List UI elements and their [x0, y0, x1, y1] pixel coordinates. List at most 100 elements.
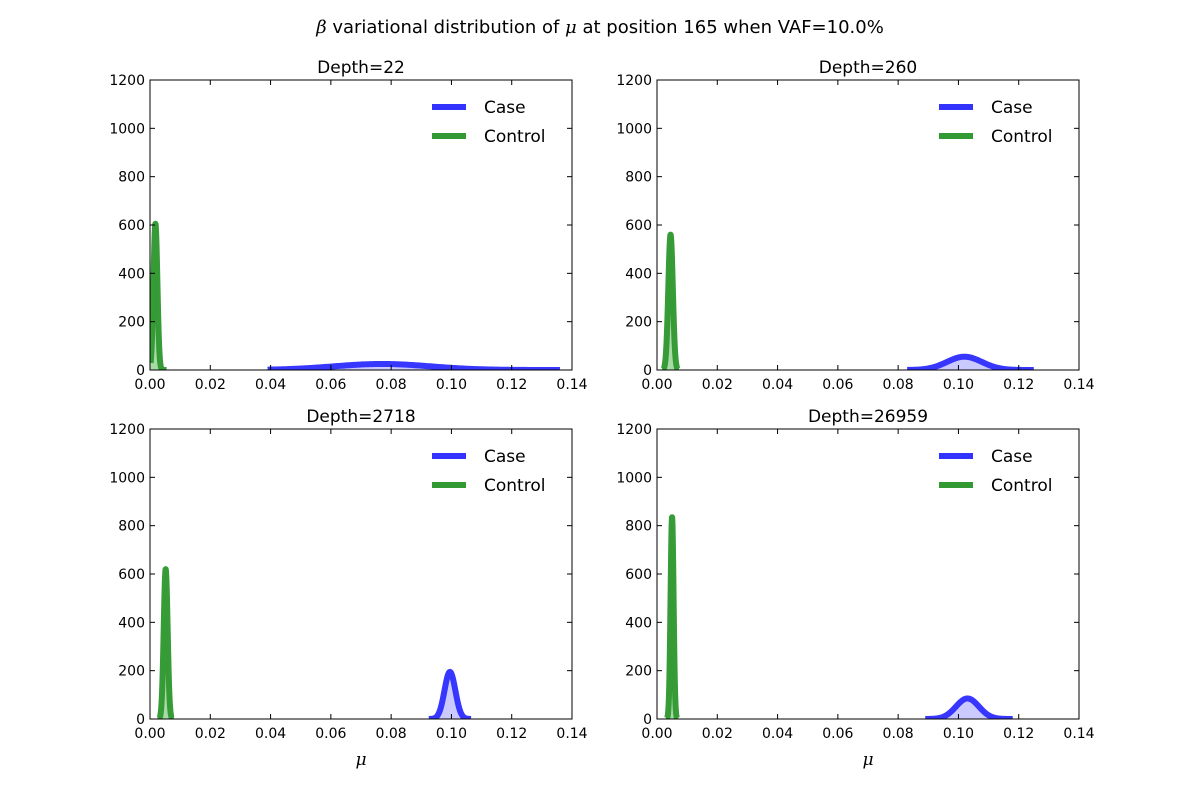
plot-frame	[656, 79, 1080, 371]
plot-frame	[149, 79, 573, 371]
x-tick-label: 0.12	[1003, 377, 1034, 393]
x-tick-label: 0.06	[822, 377, 853, 393]
x-tick-label: 0.08	[376, 726, 407, 742]
subplot-1: 0.00 0.02 0.04 0.06 0.08 0.10 0.12 0.14 0 200 400 6…	[109, 58, 587, 393]
series-case-line	[426, 668, 474, 719]
x-tick-label: 0.04	[255, 726, 286, 742]
subplot-grid: 0.00 0.02 0.04 0.06 0.08 0.10 0.12 0.14 0 200 400 6…	[109, 58, 1094, 770]
subplot-3: 0.00 0.02 0.04 0.06 0.08 0.10 0.12 0.14 0 200 400 6…	[109, 407, 587, 770]
y-tick-label: 800	[118, 519, 145, 535]
x-tick-label: 0.02	[702, 377, 733, 393]
legend: Case Control	[432, 98, 545, 147]
y-tick-label: 400	[118, 615, 145, 631]
title-end-text: at position 165 when VAF=10.0%	[577, 17, 884, 38]
x-tick-label: 0.00	[134, 726, 165, 742]
y-tick-label: 200	[625, 664, 652, 680]
y-tick-label: 600	[625, 567, 652, 583]
x-tick-label: 0.04	[762, 726, 793, 742]
ticks: 0.00 0.02 0.04 0.06 0.08 0.10 0.12 0.14 0 200 400 6…	[616, 73, 1094, 393]
y-tick-label: 400	[625, 266, 652, 282]
series-case-line	[922, 695, 1016, 719]
x-tick-label: 0.04	[762, 377, 793, 393]
y-tick-label: 400	[118, 266, 145, 282]
title-beta-symbol: β	[315, 17, 326, 38]
legend-label-control: Control	[484, 127, 545, 147]
subplot-4: 0.00 0.02 0.04 0.06 0.08 0.10 0.12 0.14 0 200 400 6…	[616, 407, 1094, 770]
series-control-line	[663, 514, 682, 719]
x-tick-label: 0.02	[195, 726, 226, 742]
legend-label-case: Case	[991, 98, 1033, 118]
x-tick-label: 0.10	[943, 377, 974, 393]
y-tick-label: 0	[643, 712, 652, 728]
x-tick-label: 0.12	[1003, 726, 1034, 742]
legend-label-case: Case	[991, 447, 1033, 467]
x-tick-label: 0.12	[496, 726, 527, 742]
legend: Case Control	[939, 98, 1052, 147]
plot-area	[657, 429, 1079, 719]
x-tick-label: 0.06	[315, 377, 346, 393]
plot-area	[150, 429, 572, 719]
x-axis-label: μ	[862, 750, 873, 770]
subplot-2: 0.00 0.02 0.04 0.06 0.08 0.10 0.12 0.14 0 200 400 6…	[616, 58, 1094, 393]
series-layer	[663, 514, 1016, 719]
legend: Case Control	[939, 447, 1052, 496]
y-tick-label: 1000	[616, 470, 652, 486]
title-middle-text: variational distribution of	[327, 17, 565, 38]
x-tick-label: 0.02	[195, 377, 226, 393]
y-tick-label: 200	[118, 664, 145, 680]
legend: Case Control	[432, 447, 545, 496]
x-tick-label: 0.06	[315, 726, 346, 742]
y-tick-label: 800	[625, 170, 652, 186]
series-layer	[154, 566, 474, 719]
y-tick-label: 1200	[109, 422, 145, 438]
x-tick-label: 0.10	[436, 377, 467, 393]
ticks: 0.00 0.02 0.04 0.06 0.08 0.10 0.12 0.14 0 200 400 6…	[109, 422, 587, 742]
ticks: 0.00 0.02 0.04 0.06 0.08 0.10 0.12 0.14 0 200 400 6…	[109, 73, 587, 393]
series-case-fill	[925, 698, 1013, 719]
y-tick-label: 1200	[616, 73, 652, 89]
subplot-title: Depth=22	[317, 58, 405, 78]
y-tick-label: 600	[625, 218, 652, 234]
y-tick-label: 0	[643, 363, 652, 379]
y-tick-label: 1000	[616, 121, 652, 137]
legend-label-control: Control	[991, 127, 1052, 147]
ticks: 0.00 0.02 0.04 0.06 0.08 0.10 0.12 0.14 0 200 400 6…	[616, 422, 1094, 742]
x-tick-label: 0.08	[883, 726, 914, 742]
x-axis-label: μ	[355, 750, 366, 770]
legend-label-control: Control	[991, 476, 1052, 496]
y-tick-label: 1000	[109, 121, 145, 137]
y-tick-label: 1200	[616, 422, 652, 438]
x-tick-label: 0.00	[641, 726, 672, 742]
x-tick-label: 0.10	[943, 726, 974, 742]
x-tick-label: 0.12	[496, 377, 527, 393]
x-tick-label: 0.02	[702, 726, 733, 742]
x-tick-label: 0.06	[822, 726, 853, 742]
series-case-fill	[428, 671, 472, 719]
x-tick-label: 0.14	[556, 377, 587, 393]
x-tick-label: 0.14	[1063, 726, 1094, 742]
y-tick-label: 400	[625, 615, 652, 631]
title-mu-symbol: μ	[565, 17, 577, 38]
legend-label-case: Case	[484, 98, 526, 118]
legend-label-case: Case	[484, 447, 526, 467]
x-tick-label: 0.14	[1063, 377, 1094, 393]
y-tick-label: 600	[118, 567, 145, 583]
y-tick-label: 800	[118, 170, 145, 186]
subplot-title: Depth=2718	[306, 407, 415, 427]
y-tick-label: 1200	[109, 73, 145, 89]
plot-frame	[149, 428, 573, 720]
x-tick-label: 0.00	[641, 377, 672, 393]
subplot-title: Depth=26959	[808, 407, 928, 427]
y-tick-label: 0	[136, 363, 145, 379]
y-tick-label: 200	[625, 315, 652, 331]
x-tick-label: 0.14	[556, 726, 587, 742]
figure-title: β variational distribution of μ at posit…	[315, 17, 884, 38]
x-tick-label: 0.08	[376, 377, 407, 393]
series-control-line	[659, 231, 682, 370]
x-tick-label: 0.00	[134, 377, 165, 393]
plot-frame	[656, 428, 1080, 720]
series-control-line	[154, 566, 177, 719]
plot-area	[657, 80, 1079, 370]
plot-area	[150, 80, 572, 370]
